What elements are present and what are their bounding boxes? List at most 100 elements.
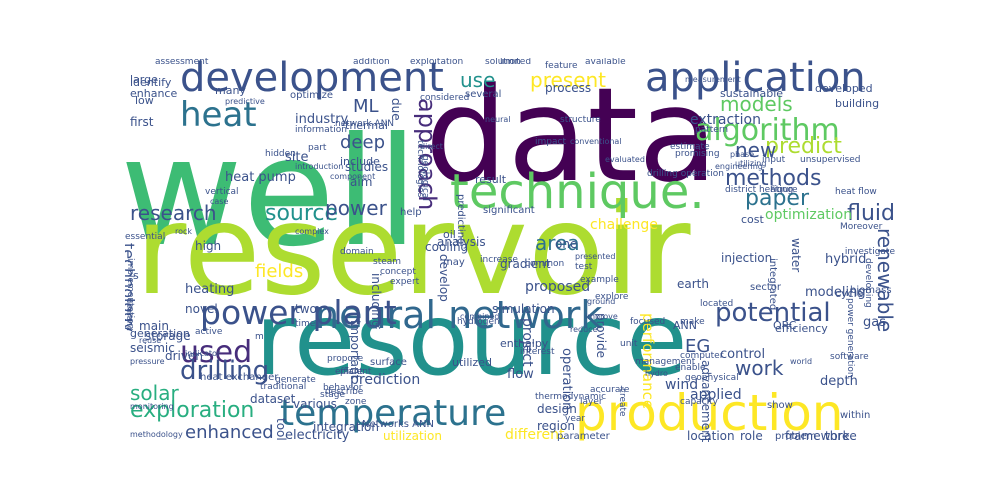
word-impact: impact [535,137,566,147]
word-driven: driven [165,349,203,363]
word-ml: ML [353,96,379,117]
word-different: different [505,427,565,442]
word-enhance: enhance [130,87,178,100]
word-accurate: accurate [590,385,630,395]
word-pattern: pattern [695,125,729,135]
word-may: may [443,257,465,268]
word-paper: paper [745,186,809,211]
word-fluid: fluid [847,201,895,226]
word-main: main [139,319,169,333]
word-algorithm: algorithm [695,113,840,148]
word-drilling: drilling [180,356,270,386]
word-layer: layer [580,397,603,407]
word-unsupervised: unsupervised [800,155,861,165]
word-various: various [293,397,337,411]
word-heat-exchanger: heat exchanger [200,372,279,383]
word-district-heating: district heating [725,185,794,195]
word-area: area [535,231,580,255]
word-integrated: integrated [767,258,778,311]
word-hybrid: hybrid [825,252,867,267]
word-vertical: vertical [205,187,239,197]
word-methods: methods [725,166,822,191]
word-utilizing: utilizing [735,159,767,168]
word-oil: oil [443,228,456,241]
word-source: source [265,201,339,226]
word-complex: complex [295,227,329,236]
word-challenge: challenge [590,217,658,233]
word-m: m [255,332,264,342]
word-due: due [389,98,403,121]
word-domain: domain [340,247,374,257]
word-result: result [475,173,507,186]
word-management: management [635,357,696,367]
word-cloud: well data reservoir resource technique. produ… [125,58,895,442]
word-sector: sector [750,282,782,293]
word-efficiency: efficiency [775,322,828,335]
word-thermal: thermal [345,119,388,132]
word-control: control [720,347,766,362]
word-heating: heating [185,282,235,297]
word-solar: solar [130,381,179,405]
word-storage: storage [145,329,191,343]
word-including: including [369,273,383,328]
word-cycle: cycle [835,287,864,300]
word-technique: technique. [450,164,705,220]
word-time: time [295,319,316,329]
word-utilization: utilization [383,429,442,442]
word-reduce: reduce [570,325,598,334]
word-site: site [285,150,309,165]
word-process: process [545,81,592,95]
word-orc: ORC [773,319,797,332]
word-optimization: optimization [765,207,853,223]
word-exploration: exploration [130,398,255,423]
word-production: production [575,384,844,442]
word-monitoring: monitoring [130,402,174,411]
word-utilized: utilized [452,356,492,369]
word-phase: phase [730,150,755,159]
word-combined: combined [460,312,500,321]
word-reservoir: reservoir [135,178,691,323]
word-geophysical: geophysical [685,373,739,383]
word-figure: Figure [770,185,798,195]
word-solution: solution [485,58,521,67]
word-enthalpy: enthalpy [500,337,549,350]
word-assessment: assessment [155,58,209,67]
word-electricity: electricity [285,428,350,442]
word-heat-flow: heat flow [835,187,877,197]
word-location: location [687,429,735,442]
word-network-ann: network ANN [335,119,395,129]
word-create: create [617,388,627,417]
word-information: information [295,125,347,135]
word-large: large [130,73,158,86]
word-plant: plant [340,367,363,377]
word-concept: concept [380,267,416,277]
word-heat-pump: heat pump [225,170,296,185]
word-high: high [195,239,222,253]
word-optimize: optimize [290,90,334,101]
word-structure: structure [560,115,601,125]
word-capacity: capacity [680,397,718,407]
word-case: case [210,197,229,206]
word-proposed: proposed [525,279,591,295]
word-investigate: investigate [844,247,895,257]
word-focused: focused [630,317,666,327]
word-essential: essential [125,232,166,242]
word-application: application [645,58,866,101]
word-fields: fields [255,261,304,282]
word-reuse: reuse [139,336,162,345]
word-hydro: hydro [645,369,668,378]
word-demand: demand [125,298,134,331]
word-evaluated: evaluated [605,155,645,164]
word-moreover: Moreover [840,222,883,232]
word-help: help [400,207,422,218]
word-studies: studies [345,160,389,174]
word-region: region [537,419,575,433]
word-three: three [825,429,857,442]
word-cost: cost [741,213,764,226]
word-neural-network: neural network [315,293,603,337]
word-software: software [830,352,869,362]
word-depth: depth [820,374,858,389]
word-exploitation: exploitation [410,58,464,67]
word-unit: unit [620,339,638,349]
word-engineering: engineering [715,162,763,171]
